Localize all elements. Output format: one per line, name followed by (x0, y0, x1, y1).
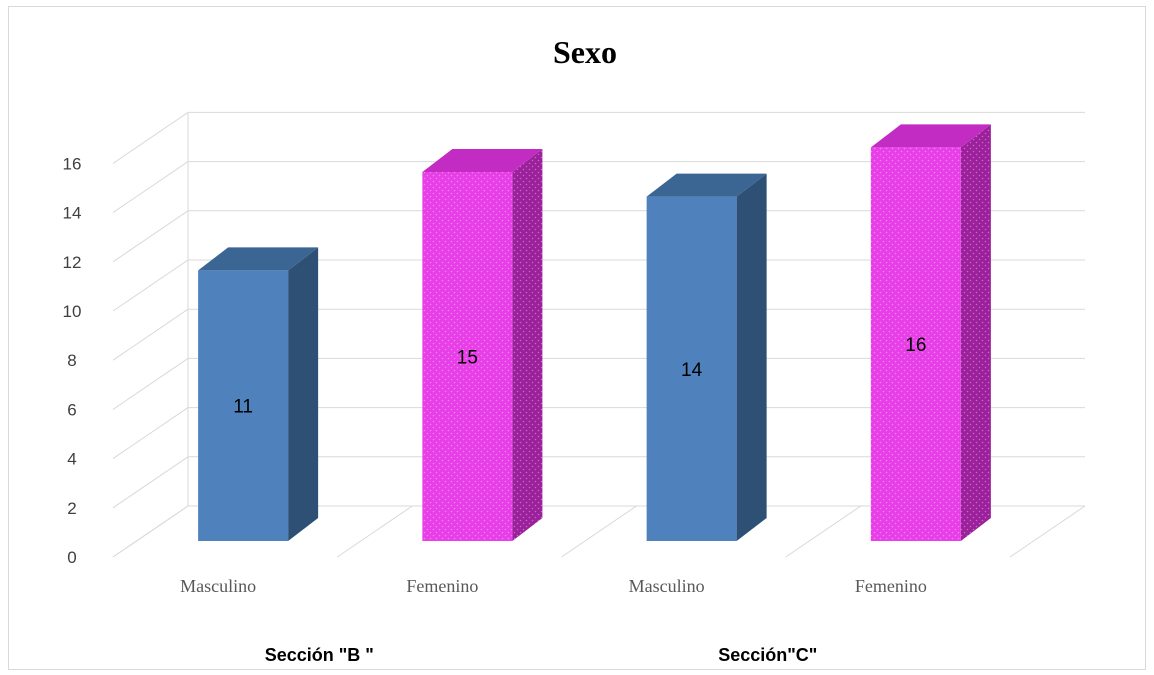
data-label: 14 (681, 360, 703, 381)
y-tick-label: 8 (67, 351, 76, 370)
bar-top (870, 124, 991, 148)
bar-top (646, 173, 767, 197)
labels-layer: 0 2 4 6 8 10 12 14 16 11 Masculino 15 Femenino 14 Masc… (63, 154, 927, 665)
y-tick-label: 14 (63, 204, 82, 223)
gridline-side (112, 456, 189, 509)
y-tick-label: 0 (67, 548, 76, 567)
gridline-side (112, 210, 189, 263)
gridline-side (112, 259, 189, 312)
bar-front (646, 196, 737, 541)
bars-layer (198, 124, 991, 542)
y-tick-label: 16 (63, 154, 82, 173)
y-tick-label: 12 (63, 253, 82, 272)
x-category-label: Masculino (629, 576, 705, 596)
y-tick-label: 4 (67, 450, 76, 469)
bar-top (422, 149, 543, 172)
y-tick-label: 6 (67, 400, 76, 419)
gridline-side (112, 308, 189, 361)
y-tick-label: 10 (63, 302, 82, 321)
data-label: 11 (233, 397, 253, 418)
group-label: Sección"C" (718, 645, 817, 665)
bar-top (198, 247, 319, 271)
gridline-side (112, 357, 189, 410)
data-label: 16 (905, 335, 926, 356)
gridline-side (112, 111, 189, 164)
bar-side (288, 247, 319, 541)
y-tick-label: 2 (67, 499, 76, 518)
gridline-side (112, 161, 189, 214)
floor-separator (561, 505, 637, 558)
floor-separator (785, 505, 862, 558)
bar-side-pattern (512, 149, 543, 541)
floor-separator (112, 505, 189, 558)
floor-separator (336, 505, 413, 558)
bar-3 (646, 173, 767, 541)
bar-side-pattern (960, 124, 991, 542)
bar-front-pattern (870, 147, 961, 541)
bar-side (736, 173, 767, 541)
gridline-side (112, 407, 189, 460)
floor-separator (1009, 505, 1086, 558)
group-label: Sección "B " (265, 645, 374, 665)
x-category-label: Masculino (180, 576, 256, 596)
bar-2 (422, 149, 543, 541)
bar-1 (198, 247, 319, 541)
bar-front (198, 270, 289, 541)
bar-front-pattern (422, 172, 513, 541)
bar-4 (870, 124, 991, 542)
x-category-label: Femenino (406, 576, 478, 596)
chart-title: Sexo (553, 34, 617, 70)
x-category-label: Femenino (855, 576, 927, 596)
data-label: 15 (457, 348, 478, 369)
